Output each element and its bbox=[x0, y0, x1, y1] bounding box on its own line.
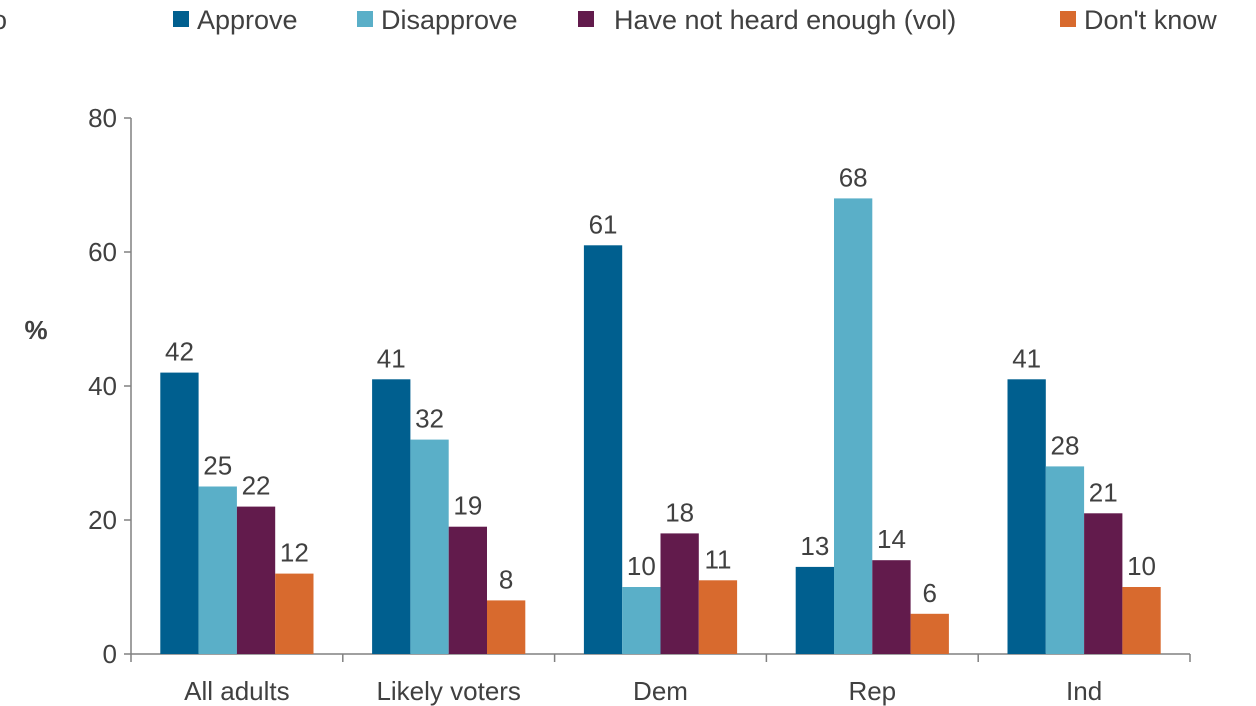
y-tick-label: 0 bbox=[103, 639, 117, 669]
data-label-disapprove-ind: 28 bbox=[1050, 430, 1079, 460]
bar-approve-all-adults bbox=[160, 372, 199, 654]
chart-title-fragment: o bbox=[0, 5, 7, 35]
legend-label-approve: Approve bbox=[197, 5, 298, 35]
y-axis: 0 20 40 60 80 bbox=[88, 103, 132, 669]
data-label-have-not-heard-enough-vol-dem: 18 bbox=[665, 497, 694, 527]
legend-label-don-t-know: Don't know bbox=[1084, 5, 1217, 35]
data-label-don-t-know-dem: 11 bbox=[704, 544, 731, 574]
bar-disapprove-ind bbox=[1045, 466, 1085, 654]
data-label-disapprove-likely-voters: 32 bbox=[415, 404, 444, 434]
data-label-disapprove-all-adults: 25 bbox=[203, 451, 232, 481]
data-label-approve-rep: 13 bbox=[800, 531, 829, 561]
category-label-likely-voters: Likely voters bbox=[376, 676, 521, 706]
data-label-approve-likely-voters: 41 bbox=[377, 343, 406, 373]
bar-don-t-know-ind bbox=[1122, 587, 1161, 654]
legend-swatch-have-not-heard-enough-vol bbox=[578, 11, 594, 27]
x-axis: All adults Likely voters Dem Rep Ind bbox=[130, 653, 1191, 706]
data-label-don-t-know-likely-voters: 8 bbox=[499, 564, 513, 594]
data-label-disapprove-dem: 10 bbox=[627, 551, 656, 581]
bar-disapprove-rep bbox=[834, 198, 873, 654]
bar-have-not-heard-enough-vol-ind bbox=[1084, 513, 1123, 654]
data-label-don-t-know-ind: 10 bbox=[1127, 551, 1156, 581]
bar-approve-rep bbox=[795, 566, 834, 654]
y-tick-label: 60 bbox=[88, 237, 117, 267]
data-label-disapprove-rep: 68 bbox=[839, 162, 868, 192]
bar-disapprove-all-adults bbox=[198, 486, 237, 654]
data-label-don-t-know-rep: 6 bbox=[923, 578, 937, 608]
legend-swatch-don-t-know bbox=[1060, 11, 1076, 27]
bar-approve-ind bbox=[1007, 379, 1046, 654]
bar-disapprove-dem bbox=[622, 587, 661, 654]
y-axis-label: % bbox=[24, 315, 47, 345]
legend-swatch-approve bbox=[173, 11, 189, 27]
legend-swatch-disapprove bbox=[357, 11, 373, 27]
data-labels: 42 41 61 13 41 25 32 10 68 28 22 19 18 14 21 12 8 11 6 10 bbox=[165, 162, 1156, 607]
bar-don-t-know-dem bbox=[698, 580, 738, 654]
bar-have-not-heard-enough-vol-likely-voters bbox=[448, 526, 487, 654]
category-label-all-adults: All adults bbox=[184, 676, 290, 706]
data-label-have-not-heard-enough-vol-likely-voters: 19 bbox=[453, 491, 482, 521]
bar-have-not-heard-enough-vol-rep bbox=[872, 560, 911, 654]
legend-label-disapprove: Disapprove bbox=[381, 5, 518, 35]
category-label-ind: Ind bbox=[1066, 676, 1102, 706]
y-tick-label: 40 bbox=[88, 371, 117, 401]
bar-disapprove-likely-voters bbox=[410, 439, 449, 654]
bar-have-not-heard-enough-vol-dem bbox=[660, 533, 699, 654]
bars bbox=[160, 198, 1161, 655]
bar-approve-likely-voters bbox=[372, 379, 411, 654]
data-label-don-t-know-all-adults: 12 bbox=[280, 538, 309, 568]
y-tick-label: 20 bbox=[88, 505, 117, 535]
y-tick-label: 80 bbox=[88, 103, 117, 133]
bar-don-t-know-likely-voters bbox=[487, 600, 526, 654]
data-label-have-not-heard-enough-vol-all-adults: 22 bbox=[242, 471, 271, 501]
data-label-approve-dem: 61 bbox=[589, 209, 618, 239]
data-label-approve-all-adults: 42 bbox=[165, 337, 194, 367]
bar-don-t-know-all-adults bbox=[275, 573, 314, 654]
bar-don-t-know-rep bbox=[910, 613, 949, 654]
category-label-rep: Rep bbox=[848, 676, 896, 706]
category-label-dem: Dem bbox=[633, 676, 688, 706]
legend: Approve Disapprove Have not heard enough (… bbox=[173, 5, 1217, 35]
bar-have-not-heard-enough-vol-all-adults bbox=[236, 506, 276, 654]
data-label-have-not-heard-enough-vol-ind: 21 bbox=[1089, 477, 1118, 507]
data-label-have-not-heard-enough-vol-rep: 14 bbox=[877, 524, 906, 554]
bar-approve-dem bbox=[583, 245, 623, 655]
legend-label-have-not-heard-enough-vol: Have not heard enough (vol) bbox=[614, 5, 956, 35]
data-label-approve-ind: 41 bbox=[1012, 343, 1041, 373]
